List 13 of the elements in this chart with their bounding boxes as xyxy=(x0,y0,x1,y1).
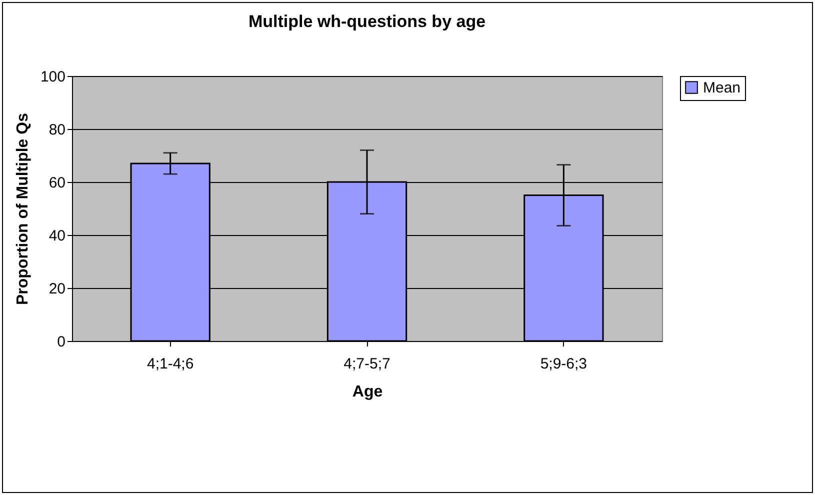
x-tick-label: 5;9-6;3 xyxy=(540,356,588,372)
y-tick-label: 80 xyxy=(48,122,66,138)
y-tick-label: 60 xyxy=(48,174,66,192)
legend-label: Mean xyxy=(703,80,741,96)
y-tick-label: 0 xyxy=(57,334,66,350)
x-axis-title: Age xyxy=(352,384,383,400)
y-tick-label: 20 xyxy=(48,280,66,298)
chart-title: Multiple wh-questions by age xyxy=(248,12,486,31)
y-tick-label: 100 xyxy=(40,68,66,86)
x-tick-label: 4;1-4;6 xyxy=(146,356,194,372)
y-tick-label: 40 xyxy=(48,228,66,244)
y-axis-title: Proportion of Multiple Qs xyxy=(14,112,32,305)
x-tick-label: 4;7-5;7 xyxy=(344,356,390,372)
